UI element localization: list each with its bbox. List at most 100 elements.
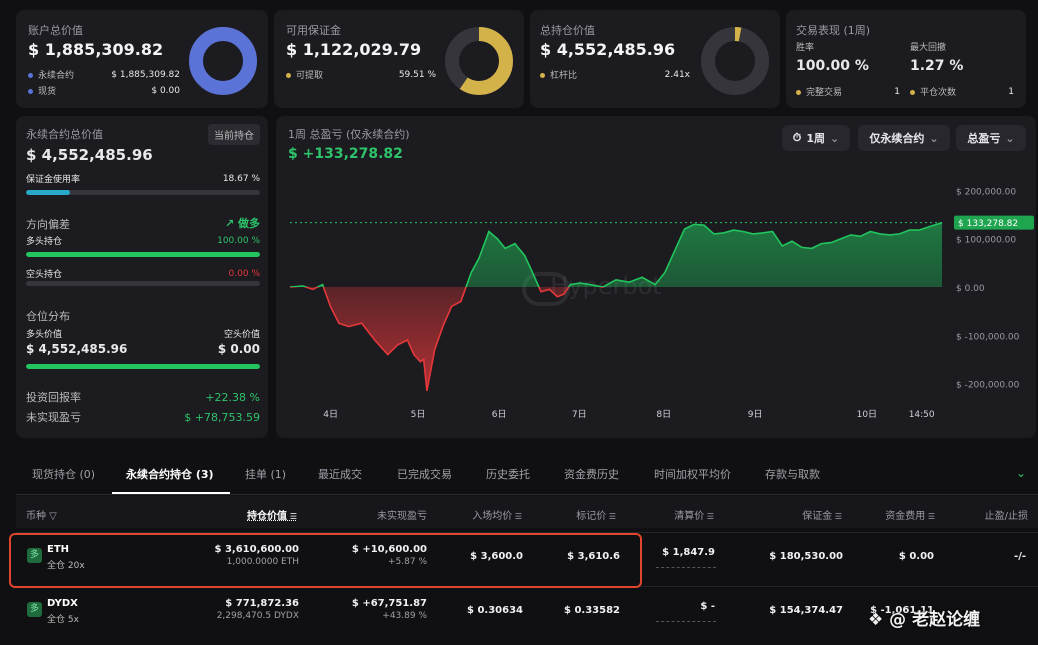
y-tick-label: $ -200,000.00 xyxy=(956,381,1020,391)
row-divider xyxy=(16,532,1038,533)
short-value: 0.00 % xyxy=(228,268,260,279)
metric-select[interactable]: 总盈亏 ⌄ xyxy=(956,125,1026,151)
tab-item[interactable]: 挂单 (1) xyxy=(245,468,287,481)
trade-performance-card: 交易表现 (1周) 胜率 100.00 % 最大回撤 1.27 % 完整交易 1… xyxy=(786,10,1026,108)
sort-icon: ☰ xyxy=(704,512,714,521)
tab-item[interactable]: 现货持仓 (0) xyxy=(32,468,96,481)
coin-name[interactable]: DYDX xyxy=(47,598,78,609)
collapse-chevron-icon[interactable]: ⌄ xyxy=(1016,466,1027,480)
unrealized-pnl: $ +67,751.87 +43.89 % xyxy=(352,598,427,621)
tab-item[interactable]: 已完成交易 xyxy=(397,468,452,481)
table-header-cell[interactable]: 持仓价值 ☰ xyxy=(247,507,297,522)
header-label: 止盈/止损 xyxy=(984,511,1028,522)
mark-price: $ 0.33582 xyxy=(564,605,620,616)
account-row-perp: 永续合约 $ 1,885,309.82 xyxy=(28,68,180,81)
entry-price-primary: $ 3,600.0 xyxy=(470,551,523,562)
unrealized-pnl-primary: $ +67,751.87 xyxy=(351,598,427,609)
total-position-card: 总持仓价值 $ 4,552,485.96 杠杆比 2.41x xyxy=(530,10,780,108)
table-header-cell[interactable]: 止盈/止损 xyxy=(985,507,1028,522)
tabs-divider xyxy=(16,494,1038,495)
margin-amount: $ 154,374.47 xyxy=(769,605,843,616)
table-header-cell[interactable]: 保证金 ☰ xyxy=(802,507,842,522)
last-value-tag xyxy=(954,215,1034,230)
trend-up-icon: ↗ xyxy=(224,217,235,230)
bias-value: 做多 xyxy=(238,217,260,230)
header-label: 入场均价 xyxy=(472,511,513,522)
row-value: $ 1,885,309.82 xyxy=(111,69,180,80)
win-rate-label: 胜率 xyxy=(796,43,815,53)
margin-mode: 全仓 20x xyxy=(47,561,85,571)
card-title: 可用保证金 xyxy=(286,24,341,37)
watermark-text: @ 老赵论缠 xyxy=(889,610,981,630)
scope-select[interactable]: 仅永续合约 ⌄ xyxy=(858,125,950,151)
active-tab-underline xyxy=(112,492,230,494)
tab-item[interactable]: 存款与取款 xyxy=(765,468,820,481)
period-value: 1周 xyxy=(806,132,826,145)
x-tick-label: 10日 xyxy=(857,409,877,420)
unrealized-pnl: $ +10,600.00 +5.87 % xyxy=(352,544,427,567)
margin-usage-bar xyxy=(26,190,260,195)
table-header-cell[interactable]: 清算价 ☰ xyxy=(674,507,714,522)
tp-sl: -/- xyxy=(1014,551,1026,562)
sort-icon: ☰ xyxy=(832,512,842,521)
x-tick-label: 8日 xyxy=(656,409,671,420)
header-label: 未实现盈亏 xyxy=(377,511,427,522)
header-label: 持仓价值 xyxy=(247,511,288,522)
max-drawdown-label: 最大回撤 xyxy=(910,43,947,53)
roi-value: +22.38 % xyxy=(205,390,260,404)
metric-value: 总盈亏 xyxy=(967,132,1001,145)
bias-label: 方向偏差 xyxy=(26,218,70,231)
tab-item[interactable]: 永续合约持仓 (3) xyxy=(126,468,214,481)
pnl-line-positive xyxy=(289,221,943,287)
table-header-cell[interactable]: 标记价 ☰ xyxy=(576,507,616,522)
filter-icon: ▽ xyxy=(46,511,57,522)
long-value-amount: $ 4,552,485.96 xyxy=(26,342,128,356)
table-header-cell[interactable]: 未实现盈亏 xyxy=(377,507,427,522)
liq-dash-line xyxy=(656,567,716,568)
legend-dot xyxy=(286,73,291,78)
table-row[interactable]: 多 ETH 全仓 20x $ 3,610,600.00 1,000.0000 ETH $ … xyxy=(16,532,1038,586)
table-header-cell[interactable]: 币种 ▽ xyxy=(26,507,57,522)
dist-bar xyxy=(26,364,260,369)
upnl-value: $ +78,753.59 xyxy=(184,410,260,424)
row-label: 完整交易 xyxy=(806,88,843,98)
tab-item[interactable]: 历史委托 xyxy=(486,468,530,481)
current-positions-badge[interactable]: 当前持仓 xyxy=(208,124,260,145)
long-label: 多头持仓 xyxy=(26,237,63,247)
coin-icon: 多 xyxy=(27,548,42,563)
roi-label: 投资回报率 xyxy=(26,391,81,404)
tab-item[interactable]: 资金费历史 xyxy=(564,468,619,481)
liquidation-price: $ 1,847.9 xyxy=(662,547,715,558)
long-bar xyxy=(26,252,260,257)
perp-title: 永续合约总价值 xyxy=(26,128,103,141)
margin-row-withdrawable: 可提取 59.51 % xyxy=(286,68,436,81)
table-row[interactable]: 多 DYDX 全仓 5x $ 771,872.36 2,298,470.5 DYDX $ … xyxy=(16,586,1038,640)
watermark-overlay: ❖ @ 老赵论缠 xyxy=(868,605,980,630)
unrealized-pnl-secondary: +5.87 % xyxy=(388,557,427,567)
perp-value: $ 4,552,485.96 xyxy=(26,146,153,164)
card-title: 总持仓价值 xyxy=(540,24,595,37)
table-header-bg xyxy=(16,496,1038,528)
tab-item[interactable]: 时间加权平均价 xyxy=(654,468,731,481)
period-select[interactable]: ⏱ 1周 ⌄ xyxy=(782,125,850,151)
row-label: 平仓次数 xyxy=(920,88,957,98)
table-header-cell[interactable]: 资金费用 ☰ xyxy=(885,507,935,522)
sort-icon: ☰ xyxy=(606,512,616,521)
position-value-secondary: 1,000.0000 ETH xyxy=(226,557,299,567)
scope-value: 仅永续合约 xyxy=(869,132,925,145)
dist-values-row: $ 4,552,485.96 $ 0.00 xyxy=(26,342,260,356)
pnl-chart: Hyperbot$ 200,000.00$ 100,000.00$ 0.00$ … xyxy=(289,187,1034,420)
margin-amount-primary: $ 180,530.00 xyxy=(769,551,843,562)
dist-label: 仓位分布 xyxy=(26,310,70,323)
y-tick-label: $ -100,000.00 xyxy=(956,332,1020,342)
tab-item[interactable]: 最近成交 xyxy=(318,468,362,481)
row-value: $ 0.00 xyxy=(151,85,180,96)
max-drawdown-value: 1.27 % xyxy=(910,58,964,74)
coin-name[interactable]: ETH xyxy=(47,544,70,555)
header-label: 币种 xyxy=(26,511,46,522)
table-header-cell[interactable]: 入场均价 ☰ xyxy=(472,507,522,522)
liquidation-price-primary: $ 1,847.9 xyxy=(662,547,715,558)
x-tick-label: 4日 xyxy=(323,409,338,420)
row-label: 杠杆比 xyxy=(550,71,578,81)
legend-dot xyxy=(28,73,33,78)
